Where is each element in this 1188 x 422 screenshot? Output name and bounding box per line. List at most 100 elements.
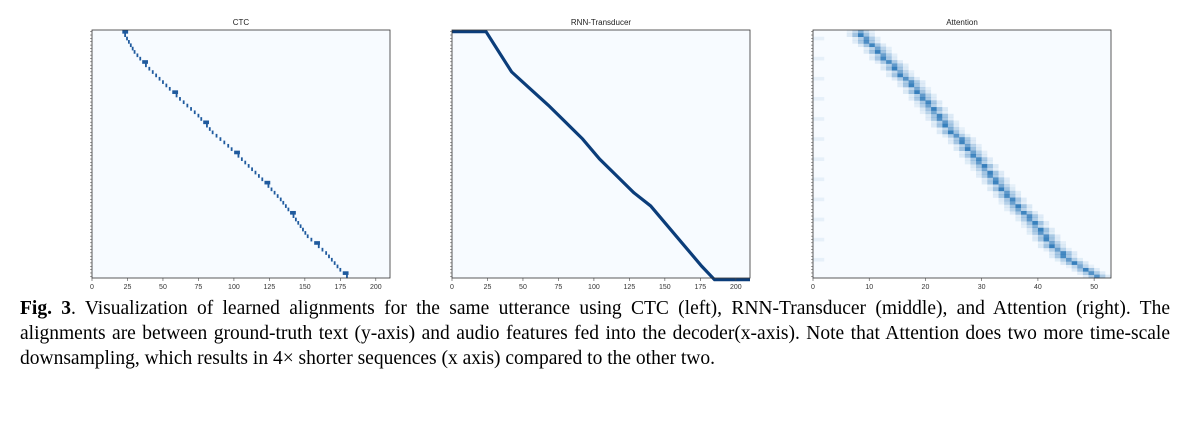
alignment-cell	[936, 110, 943, 115]
alignment-cell	[987, 174, 993, 178]
alignment-cell	[959, 137, 965, 141]
alignment-cell	[970, 160, 977, 165]
alignment-cell	[1037, 224, 1044, 229]
alignment-cell	[869, 43, 875, 48]
alignment-cell	[964, 140, 971, 145]
alignment-cell	[987, 157, 993, 162]
alignment-cells	[813, 30, 1111, 279]
alignment-cell	[919, 86, 926, 91]
alignment-cell	[813, 97, 825, 101]
alignment-cell	[857, 30, 864, 34]
alignment-cell	[992, 170, 999, 175]
alignment-cell	[931, 120, 937, 125]
alignment-cell	[942, 107, 948, 111]
alignment-cell	[813, 56, 825, 61]
alignment-cell	[317, 244, 320, 249]
alignment-cell	[936, 130, 943, 135]
alignment-cell	[1071, 267, 1078, 272]
alignment-cell	[919, 110, 926, 115]
alignment-cell	[914, 86, 920, 91]
alignment-cell	[813, 76, 825, 81]
alignment-cell	[992, 180, 999, 185]
alignment-cell	[129, 43, 132, 48]
alignment-cell	[959, 154, 965, 158]
alignment-cell	[206, 123, 208, 128]
alignment-cell	[1004, 177, 1010, 182]
alignment-cell	[1049, 244, 1055, 249]
alignment-cell	[981, 160, 988, 165]
alignment-cell	[197, 113, 200, 118]
alignment-cell	[846, 30, 853, 34]
alignment-cell	[981, 177, 988, 182]
alignment-cell	[897, 63, 903, 68]
alignment-cell	[182, 100, 185, 105]
alignment-cell	[1037, 231, 1044, 235]
alignment-cell	[234, 150, 240, 155]
alignment-cell	[925, 113, 932, 118]
alignment-cell	[813, 217, 825, 222]
alignment-cell	[936, 123, 943, 128]
alignment-cell	[987, 170, 993, 175]
alignment-cell	[186, 103, 189, 108]
alignment-cell	[942, 110, 948, 115]
alignment-cell	[897, 66, 903, 71]
alignment-cell	[1009, 190, 1016, 195]
alignment-cell	[1099, 271, 1106, 275]
caption-label: Fig. 3	[20, 298, 72, 319]
y-axis	[811, 31, 813, 277]
alignment-cell	[297, 221, 300, 225]
alignment-cell	[992, 177, 999, 182]
x-tick-label: 25	[484, 284, 492, 291]
alignment-cell	[267, 184, 270, 188]
alignment-cell	[237, 154, 240, 158]
alignment-cell	[908, 70, 915, 74]
alignment-cell	[1066, 261, 1072, 265]
alignment-cell	[886, 50, 892, 54]
alignment-cell	[813, 177, 825, 182]
alignment-cell	[1037, 241, 1044, 245]
alignment-cell	[959, 140, 965, 145]
alignment-cell	[1037, 227, 1044, 232]
alignment-cell	[1105, 274, 1111, 279]
alignment-cell	[1043, 234, 1050, 239]
alignment-cell	[139, 56, 142, 61]
alignment-cell	[970, 140, 977, 145]
alignment-cell	[874, 40, 881, 44]
alignment-cell	[1054, 241, 1061, 245]
alignment-cell	[981, 157, 988, 162]
alignment-cell	[976, 167, 982, 172]
alignment-cell	[1077, 257, 1083, 262]
alignment-cell	[1032, 237, 1038, 242]
alignment-cell	[936, 117, 943, 121]
alignment-cell	[1026, 204, 1033, 208]
alignment-cell	[1088, 267, 1095, 272]
alignment-cell	[215, 133, 218, 138]
alignment-cell	[964, 154, 971, 158]
y-axis	[90, 31, 92, 277]
alignment-cell	[976, 154, 982, 158]
alignment-cell	[964, 143, 971, 148]
x-tick-label: 100	[228, 284, 240, 291]
alignment-cell	[869, 33, 875, 38]
x-tick-label: 25	[124, 284, 132, 291]
alignment-cell	[942, 117, 948, 121]
alignment-cell	[992, 187, 999, 192]
alignment-cell	[981, 174, 988, 178]
alignment-cell	[992, 184, 999, 188]
alignment-cell	[223, 140, 226, 145]
x-tick-label: 50	[159, 284, 167, 291]
alignment-cell	[1071, 261, 1078, 265]
alignment-cell	[142, 60, 148, 64]
alignment-cell	[1004, 197, 1010, 202]
alignment-cell	[942, 120, 948, 125]
alignment-cell	[1026, 207, 1033, 212]
x-tick-label: 125	[264, 284, 276, 291]
alignment-cell	[122, 30, 129, 34]
alignment-cell	[1015, 194, 1022, 198]
alignment-cell	[1037, 221, 1044, 225]
alignment-cell	[992, 167, 999, 172]
alignment-cell	[179, 97, 181, 101]
alignment-cell	[1088, 274, 1095, 279]
alignment-cell	[902, 76, 909, 81]
alignment-cell	[992, 194, 999, 198]
